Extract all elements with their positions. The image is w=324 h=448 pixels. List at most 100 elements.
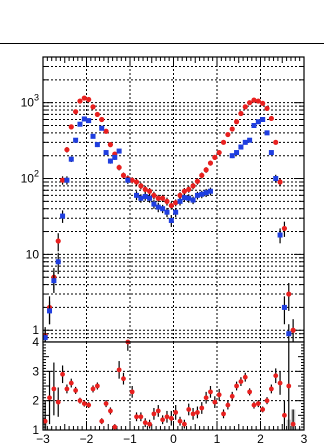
data-point-blue	[255, 119, 261, 125]
ratio-point	[216, 392, 222, 398]
data-point-red	[129, 177, 135, 183]
data-point-red	[207, 160, 214, 166]
data-point-blue	[112, 154, 118, 160]
data-point-blue	[207, 188, 213, 194]
y-tick-label: 1	[32, 323, 39, 337]
data-point-red	[194, 178, 201, 184]
data-point-blue	[151, 201, 157, 207]
data-point-red	[173, 200, 179, 206]
data-point-blue	[242, 139, 248, 145]
ratio-point	[94, 383, 100, 389]
ratio-point	[208, 389, 213, 395]
ratio-point	[268, 386, 274, 392]
ratio-point	[238, 379, 244, 384]
x-tick-label: −3	[36, 432, 50, 446]
data-point-red	[73, 109, 79, 115]
ratio-point	[251, 402, 257, 408]
ratio-point	[90, 386, 96, 392]
data-point-blue	[147, 195, 153, 201]
data-point-blue	[164, 209, 170, 215]
data-point-blue	[238, 144, 244, 150]
ratio-point	[273, 373, 279, 379]
ratio-point	[73, 388, 79, 393]
ratio-point	[99, 418, 105, 424]
data-point-red	[55, 238, 61, 244]
data-point-blue	[199, 191, 205, 197]
ratio-point	[155, 408, 161, 414]
data-point-blue	[138, 195, 144, 201]
ratio-point	[64, 386, 70, 392]
data-point-blue	[247, 137, 253, 143]
ratio-point	[103, 401, 109, 406]
data-point-blue	[177, 198, 183, 204]
data-point-red	[190, 183, 196, 189]
x-tick-label: 0	[170, 432, 177, 446]
data-point-blue	[134, 192, 140, 198]
data-point-red	[277, 179, 283, 185]
data-point-blue	[168, 217, 174, 223]
data-point-red	[281, 225, 288, 232]
ratio-point	[234, 383, 239, 389]
data-point-blue	[273, 176, 279, 182]
ratio-point	[47, 395, 52, 401]
data-point-red	[199, 172, 205, 178]
data-point-red	[133, 179, 140, 185]
data-point-red	[290, 327, 296, 333]
x-tick-label: −2	[80, 432, 94, 446]
data-point-red	[116, 164, 122, 171]
data-point-blue	[94, 142, 100, 148]
data-point-blue	[251, 123, 257, 129]
ratio-point	[282, 412, 287, 418]
y-tick-label: 10	[26, 247, 40, 261]
ratio-point	[177, 418, 183, 424]
data-point-blue	[68, 156, 74, 162]
y-tick-label: 2	[32, 394, 39, 408]
ratio-point	[173, 410, 179, 415]
x-tick-label: 3	[301, 432, 308, 446]
ratio-point	[203, 395, 209, 401]
data-point-blue	[51, 278, 57, 284]
data-point-red	[64, 147, 70, 153]
ratio-point	[42, 418, 48, 424]
data-point-blue	[190, 197, 196, 203]
data-point-red	[247, 100, 253, 106]
ratio-point	[242, 374, 248, 380]
data-point-red	[216, 149, 222, 156]
ratio-point	[81, 401, 87, 406]
ratio-point	[164, 414, 170, 420]
data-point-blue	[116, 148, 122, 154]
ratio-point	[129, 389, 135, 395]
data-point-red	[151, 192, 157, 198]
ratio-point	[190, 411, 196, 417]
data-point-red	[186, 186, 192, 192]
ratio-point	[68, 380, 74, 386]
ratio-point	[60, 371, 65, 377]
data-point-red	[77, 98, 83, 104]
data-point-blue	[47, 308, 53, 314]
data-point-blue	[73, 137, 79, 143]
data-point-red	[99, 116, 105, 123]
data-point-blue	[55, 259, 61, 265]
data-point-red	[168, 202, 174, 209]
ratio-point	[277, 380, 283, 386]
y-tick-label: 1	[32, 423, 39, 437]
ratio-point	[147, 421, 152, 427]
data-point-red	[177, 192, 183, 198]
data-point-red	[238, 110, 244, 117]
data-point-red	[138, 183, 144, 189]
data-point-red	[120, 172, 127, 178]
data-point-red	[268, 115, 274, 122]
data-point-blue	[281, 304, 287, 310]
data-point-red	[260, 100, 266, 106]
data-point-blue	[99, 125, 105, 131]
ratio-point	[212, 399, 218, 405]
data-point-red	[225, 131, 231, 138]
ratio-point	[51, 386, 57, 392]
ratio-point	[229, 393, 235, 399]
data-point-red	[155, 195, 161, 201]
data-point-blue	[64, 177, 70, 183]
x-tick-label: −1	[123, 432, 137, 446]
data-point-red	[233, 119, 240, 125]
data-point-red	[273, 139, 279, 145]
